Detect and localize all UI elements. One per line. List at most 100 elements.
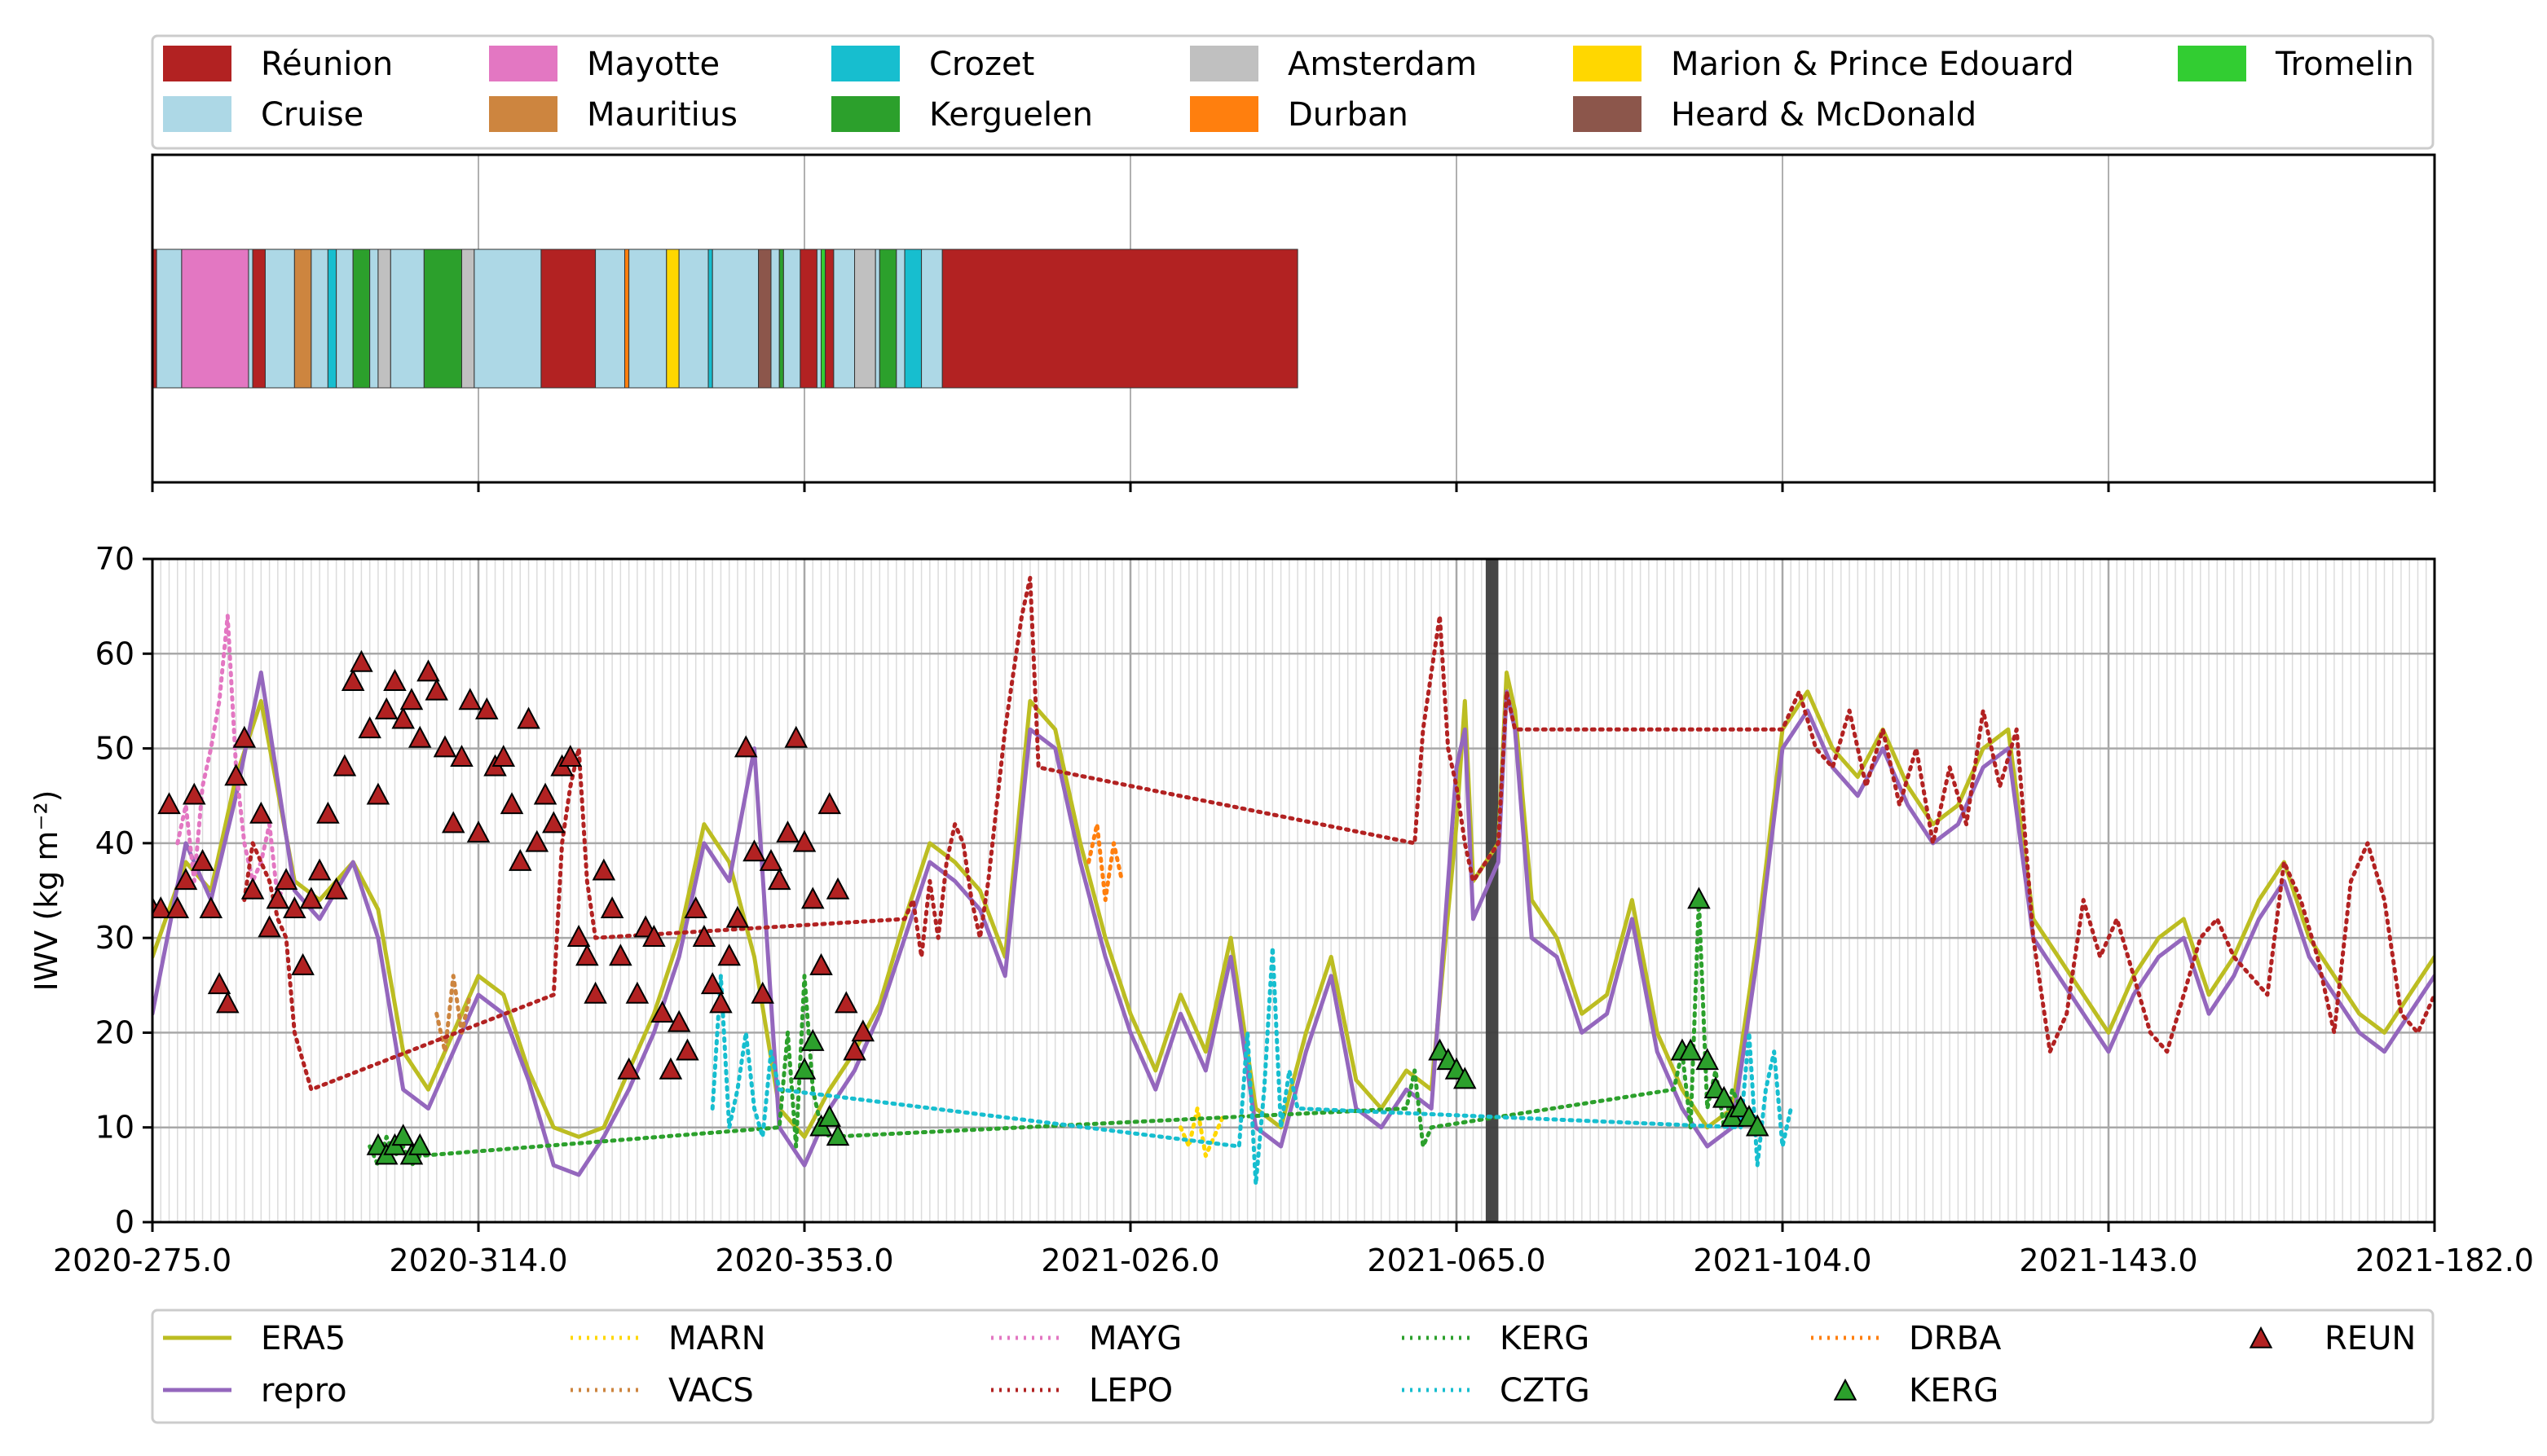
marker-reun — [826, 877, 850, 900]
marker-reun — [525, 829, 549, 852]
marker-reun — [165, 896, 190, 919]
series-line-repro — [152, 671, 2435, 1177]
timeline-segment — [377, 249, 391, 389]
marker-reun — [491, 745, 516, 767]
marker-reun — [274, 868, 298, 891]
marker-reun — [152, 896, 173, 919]
timeline-segment — [181, 249, 249, 389]
timeline-segment — [293, 249, 312, 389]
marker-kerg — [1712, 1085, 1736, 1108]
marker-reun — [776, 820, 800, 843]
marker-reun — [299, 886, 324, 909]
marker-reun — [350, 649, 373, 672]
marker-reun — [533, 782, 557, 805]
marker-reun — [667, 1010, 691, 1032]
x-tick-label: 2021-065.0 — [1367, 1243, 1545, 1278]
marker-kerg — [1687, 886, 1711, 909]
iwv-chart: 0 10 20 30 40 50 60 70 2020-275.0 2020-314.0 2020… — [29, 541, 2534, 1278]
location-legend-label: Cruise — [261, 96, 364, 134]
timeline-segment — [707, 249, 713, 389]
marker-kerg — [800, 1028, 825, 1051]
marker-reun — [466, 820, 491, 843]
marker-reun — [157, 792, 181, 815]
timeline-segment — [921, 249, 943, 389]
y-tick-label: 70 — [95, 541, 134, 577]
location-legend-label: Mayotte — [587, 46, 720, 83]
timeline-segment — [879, 249, 897, 389]
series-legend-label: MARN — [668, 1320, 766, 1357]
marker-reun — [216, 991, 240, 1014]
marker-reun — [358, 716, 381, 739]
series-legend-label: MAYG — [1089, 1320, 1182, 1357]
timeline-segment — [712, 249, 760, 389]
series-line-era5 — [152, 671, 2435, 1139]
location-legend-label: Crozet — [929, 46, 1034, 83]
marker-reun — [425, 678, 448, 701]
series-line-vacs — [434, 974, 473, 1054]
timeline-segment — [327, 249, 337, 389]
series-legend-label: VACS — [668, 1372, 754, 1410]
marker-reun — [709, 991, 733, 1014]
x-tick-label: 2021-026.0 — [1041, 1243, 1219, 1278]
marker-reun — [751, 981, 774, 1004]
y-tick-label: 10 — [95, 1110, 134, 1146]
timeline-segment — [666, 249, 680, 389]
marker-reun — [835, 991, 858, 1014]
location-legend-label: Heard & McDonald — [1671, 96, 1976, 134]
marker-reun — [458, 688, 483, 710]
marker-kerg — [792, 1057, 817, 1080]
marker-reun — [617, 1057, 641, 1080]
location-legend-swatch — [1190, 46, 1258, 81]
timeline-segment — [252, 249, 266, 389]
marker-reun — [542, 811, 566, 834]
series-legend-label: ERA5 — [261, 1320, 346, 1357]
timeline-segment — [460, 249, 475, 389]
marker-reun — [408, 725, 432, 748]
marker-reun — [843, 1038, 866, 1061]
x-tick-label: 2020-275.0 — [53, 1243, 231, 1278]
marker-reun — [659, 1057, 683, 1080]
marker-kerg — [1695, 1048, 1719, 1071]
location-legend-label: Réunion — [261, 46, 393, 83]
marker-reun — [759, 848, 783, 871]
marker-reun — [692, 925, 716, 947]
marker-kerg — [391, 1124, 415, 1146]
series-line-cztg — [710, 945, 1793, 1186]
marker-reun — [399, 688, 424, 710]
marker-reun — [517, 706, 540, 729]
timeline-segment — [352, 249, 371, 389]
marker-reun — [441, 811, 465, 834]
timeline-segment — [854, 249, 876, 389]
marker-reun — [817, 792, 842, 815]
marker-reun — [249, 801, 273, 824]
marker-reun — [500, 792, 524, 815]
timeline-segment — [264, 249, 295, 389]
timeline-segment — [156, 249, 183, 389]
marker-reun — [851, 1019, 875, 1042]
marker-reun — [383, 669, 407, 691]
timeline-segment — [758, 249, 772, 389]
x-tick-label: 2020-353.0 — [715, 1243, 893, 1278]
location-legend-swatch — [489, 46, 557, 81]
location-legend-swatch — [831, 96, 900, 132]
x-tick-label: 2021-182.0 — [2355, 1243, 2534, 1278]
marker-reun — [650, 1001, 674, 1023]
marker-reun — [592, 858, 616, 881]
marker-reun — [333, 754, 357, 776]
marker-reun — [809, 952, 833, 975]
marker-reun — [258, 915, 281, 938]
series-legend-marker — [2249, 1326, 2273, 1348]
marker-reun — [199, 896, 223, 919]
timeline-segment — [941, 249, 1298, 389]
marker-reun — [174, 868, 198, 891]
series-legend-label: CZTG — [1500, 1372, 1590, 1410]
marker-reun — [224, 763, 248, 786]
series-line-lepo — [242, 575, 2435, 1092]
marker-reun — [558, 745, 583, 767]
series-legend: ERA5 repro MARN VACS MAYG LEPO KERG CZTG DRBA KER… — [151, 1309, 2435, 1424]
y-axis-label: IWV (kg m⁻²) — [29, 790, 64, 991]
timeline-segment — [875, 249, 880, 389]
marker-reun — [474, 697, 499, 719]
marker-reun — [792, 829, 817, 852]
